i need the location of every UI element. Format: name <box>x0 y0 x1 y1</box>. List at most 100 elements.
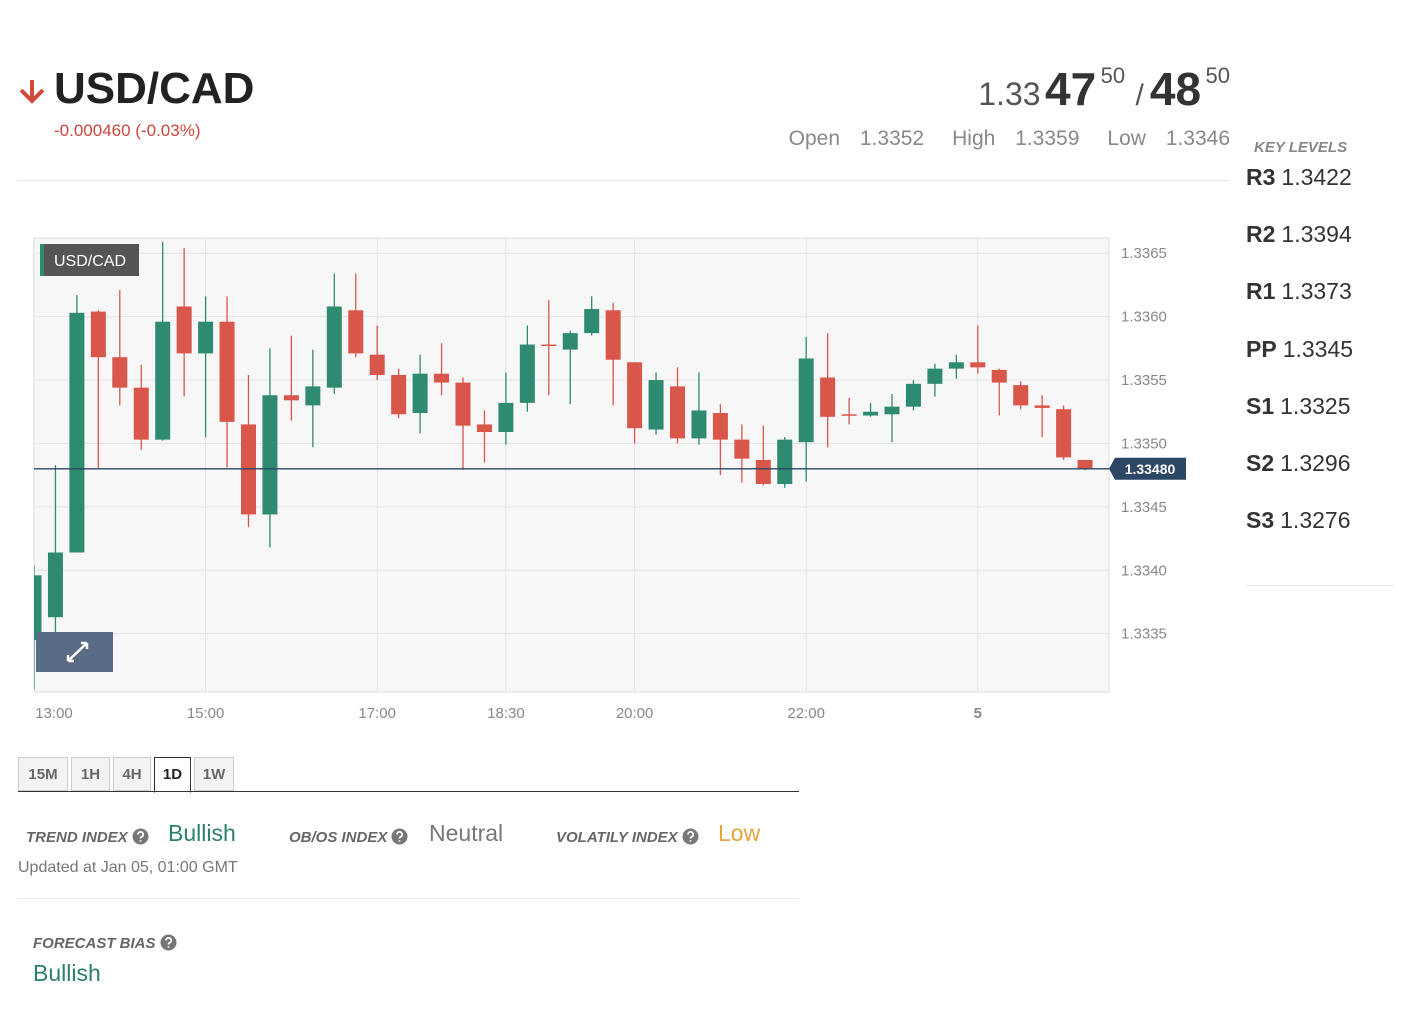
key-level: S3 1.3276 <box>1246 507 1351 534</box>
forecast-label: FORECAST BIAS <box>33 934 177 952</box>
candle-body <box>777 439 793 485</box>
candle-body <box>47 552 63 618</box>
quote: 1.33 47 50 /48 50 <box>978 62 1230 116</box>
help-icon[interactable] <box>160 934 177 951</box>
help-icon[interactable] <box>682 828 699 845</box>
candle-body <box>198 321 214 354</box>
key-level-label: S3 <box>1246 507 1275 534</box>
symbol: USD/CAD <box>54 64 255 113</box>
candle-body <box>69 312 85 553</box>
x-tick-label: 17:00 <box>358 705 396 722</box>
timeframe-tab[interactable]: 4H <box>113 757 151 791</box>
timeframe-tab[interactable]: 1H <box>71 757 110 791</box>
stat-label: Open <box>788 127 841 150</box>
y-tick-label: 1.3360 <box>1121 309 1167 326</box>
candle-body <box>884 406 900 415</box>
ask-pips: 48 <box>1149 63 1202 115</box>
candle-body <box>519 344 535 403</box>
candle-body <box>648 380 664 430</box>
stat: Low 1.3346 <box>1093 127 1230 150</box>
candle-body <box>262 395 278 515</box>
key-level-label: S1 <box>1246 392 1275 419</box>
stat-value: 1.3346 <box>1165 127 1230 150</box>
key-level: R2 1.3394 <box>1246 221 1352 248</box>
chart: USD/CAD 1.3335 1.3340 1.3345 1.3350 1.3355 1.… <box>33 237 1186 722</box>
key-level-label: PP <box>1246 335 1277 362</box>
candle-body <box>927 368 943 384</box>
candle-body <box>412 373 428 414</box>
candle-body <box>348 310 364 354</box>
index-label-text: OB/OS INDEX <box>289 829 388 846</box>
x-tick-label: 20:00 <box>616 705 654 722</box>
candle-body <box>133 387 149 440</box>
x-tick-label: 18:30 <box>487 705 525 722</box>
badge-strip <box>40 244 44 276</box>
y-tick-label: 1.3365 <box>1121 245 1167 262</box>
timeframe-tab[interactable]: 1D <box>154 757 191 793</box>
candle-body <box>670 386 685 439</box>
candle-body <box>326 306 342 388</box>
key-level-value: 1.3422 <box>1281 164 1352 190</box>
timeframe-tab[interactable]: 1W <box>194 757 234 791</box>
help-icon[interactable] <box>391 828 408 845</box>
forecast-label-text: FORECAST BIAS <box>33 935 156 952</box>
index-value: Neutral <box>429 820 504 846</box>
candle-body <box>691 410 707 439</box>
y-tick-label: 1.3350 <box>1121 435 1167 452</box>
candle-body <box>541 344 557 347</box>
index-label: OB/OS INDEX <box>289 828 408 846</box>
key-levels-title: KEY LEVELS <box>1254 139 1348 156</box>
candle-body <box>820 377 836 417</box>
bid-fraction: 50 <box>1100 63 1126 88</box>
key-level-label: R1 <box>1246 278 1276 305</box>
key-level: R3 1.3422 <box>1246 164 1352 191</box>
stat-label: High <box>952 127 996 150</box>
quote-base: 1.33 <box>978 76 1041 112</box>
key-level: R1 1.3373 <box>1246 278 1352 305</box>
key-level-value: 1.3276 <box>1280 507 1351 534</box>
key-level: PP 1.3345 <box>1246 336 1353 363</box>
candle-body <box>219 321 235 422</box>
help-icon[interactable] <box>132 828 149 845</box>
divider <box>18 898 799 899</box>
separator: / <box>1135 79 1144 112</box>
y-tick-label: 1.3355 <box>1121 372 1167 389</box>
change: -0.000460 (-0.03%) <box>54 121 201 140</box>
candle-body <box>841 414 857 416</box>
candle-body <box>798 358 814 443</box>
candle-body <box>476 424 492 433</box>
candle-body <box>905 383 921 407</box>
timeframe-tab[interactable]: 15M <box>18 757 68 791</box>
stat-value: 1.3359 <box>1015 127 1080 150</box>
candle-body <box>391 374 407 415</box>
expand-button[interactable] <box>36 632 113 672</box>
expand-icon <box>66 641 89 663</box>
stat: High 1.3359 <box>938 127 1079 150</box>
candle-body <box>1034 405 1050 408</box>
key-level-value: 1.3394 <box>1281 221 1352 248</box>
tabs-underline <box>18 791 799 792</box>
candle-body <box>283 395 299 401</box>
key-level-value: 1.3325 <box>1280 392 1351 419</box>
candle-body <box>991 369 1007 383</box>
candle-body <box>112 357 128 388</box>
stat: Open 1.3352 <box>775 127 924 150</box>
y-tick-label: 1.3340 <box>1121 562 1167 579</box>
index-label-text: VOLATILY INDEX <box>556 829 678 846</box>
key-level-label: R3 <box>1246 164 1276 190</box>
candle-body <box>155 321 171 440</box>
candle-body <box>1056 409 1072 458</box>
last-price-tag <box>1109 457 1186 480</box>
y-tick-label: 1.3335 <box>1121 626 1167 643</box>
candle-body <box>605 310 621 360</box>
candle-body <box>434 373 450 383</box>
y-tick-label: 1.3345 <box>1121 499 1167 516</box>
forecast-value: Bullish <box>33 960 101 986</box>
x-tick-label: 22:00 <box>787 705 825 722</box>
chart-title: USD/CAD <box>54 253 126 270</box>
x-tick-label: 15:00 <box>187 705 225 722</box>
key-level-value: 1.3345 <box>1282 335 1354 362</box>
key-level-label: R2 <box>1246 221 1276 248</box>
candle-body <box>176 306 192 354</box>
